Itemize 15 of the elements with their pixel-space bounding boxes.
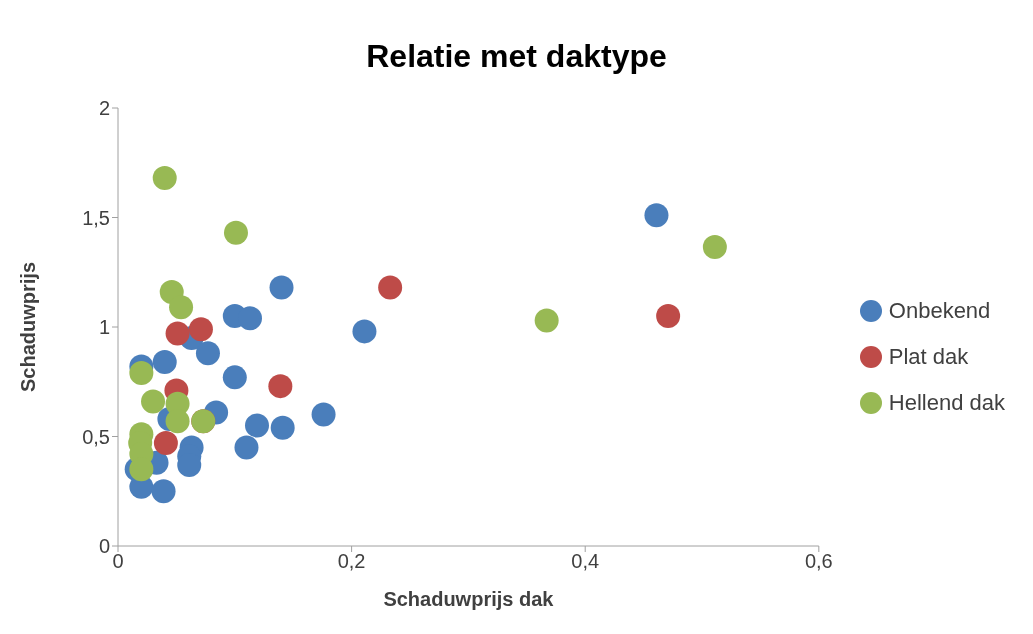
- x-tick-label: 0,6: [804, 550, 833, 573]
- x-axis-title: Schaduwprijs dak: [383, 588, 555, 610]
- x-tick-label: 0,4: [571, 550, 600, 573]
- y-tick-label: 0,5: [82, 425, 110, 448]
- chart-title: Relatie met daktype: [365, 37, 668, 76]
- x-tick-label: 0: [112, 550, 124, 573]
- legend-label: Hellend dak: [888, 389, 1005, 417]
- y-tick-label: 1: [98, 316, 110, 339]
- legend-label: Onbekend: [888, 297, 991, 325]
- y-tick-label: 2: [98, 97, 110, 120]
- legend-label: Plat dak: [888, 343, 969, 371]
- y-tick-label: 0: [98, 535, 110, 558]
- y-tick-label: 1,5: [82, 206, 110, 229]
- x-tick-label: 0,2: [337, 550, 366, 573]
- y-axis-title: Schaduwprijs: [17, 261, 40, 393]
